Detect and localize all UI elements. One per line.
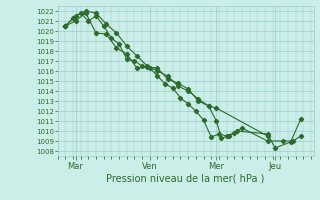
X-axis label: Pression niveau de la mer( hPa ): Pression niveau de la mer( hPa ) [107, 173, 265, 183]
